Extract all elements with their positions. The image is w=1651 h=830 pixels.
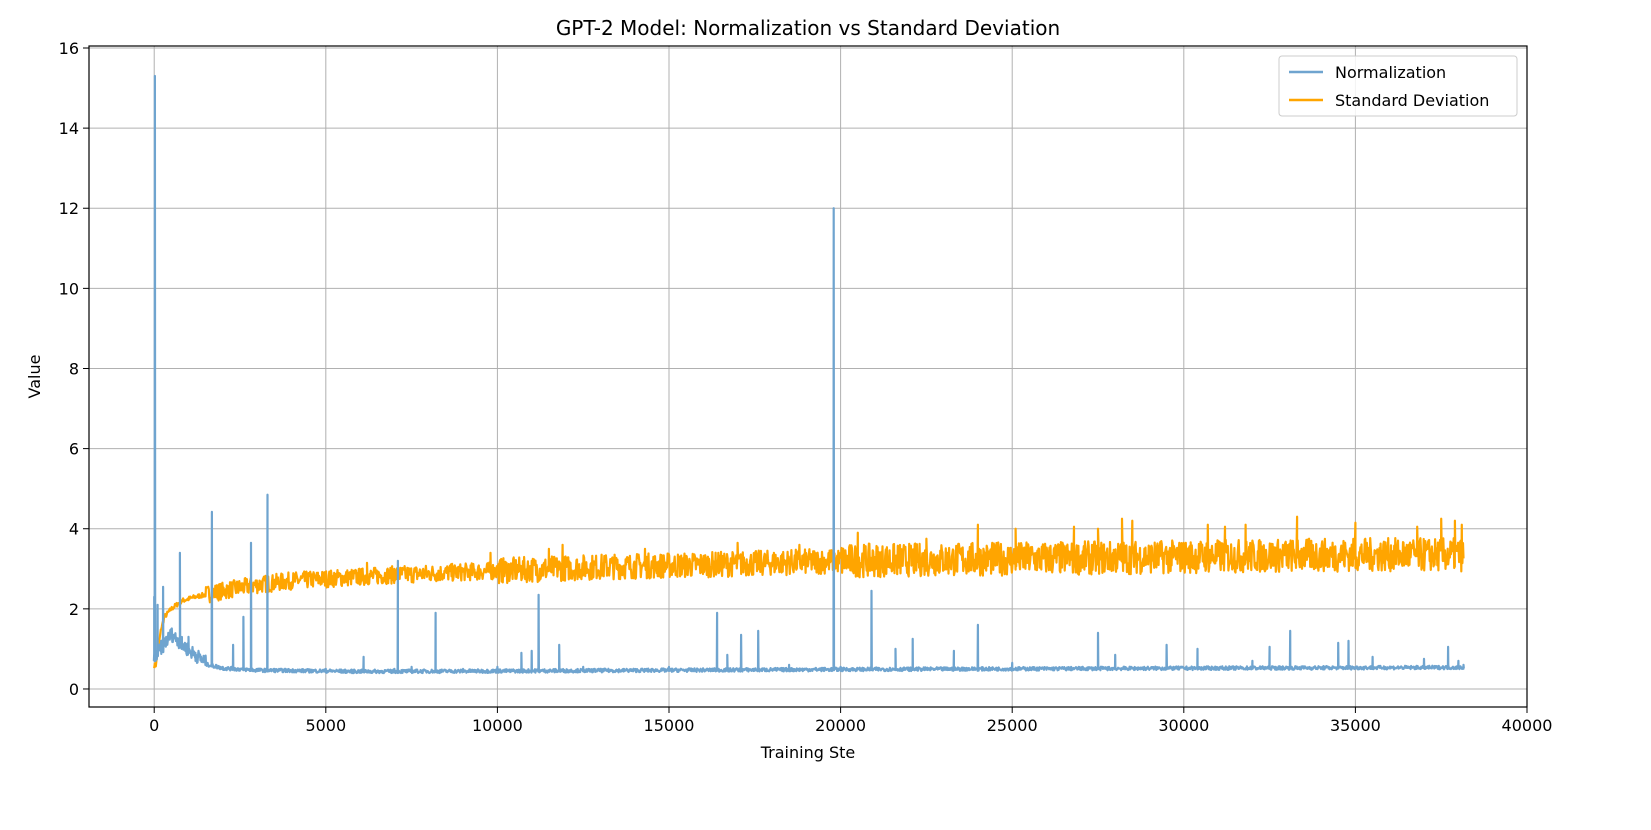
y-tick-label: 2 <box>69 600 79 619</box>
y-tick-label: 10 <box>59 279 79 298</box>
series-lines <box>152 74 1465 675</box>
y-tick-label: 16 <box>59 39 79 58</box>
y-tick-label: 4 <box>69 520 79 539</box>
chart-title: GPT-2 Model: Normalization vs Standard D… <box>556 16 1060 40</box>
y-tick-label: 12 <box>59 199 79 218</box>
series-line-standard-deviation <box>153 515 1465 669</box>
x-tick-label: 10000 <box>472 716 523 735</box>
x-axis-ticks: 0 5000 10000 15000 20000 25000 30000 35000 40000 <box>149 707 1552 735</box>
x-tick-label: 40000 <box>1502 716 1553 735</box>
legend-label-normalization: Normalization <box>1335 63 1446 82</box>
y-tick-label: 0 <box>69 680 79 699</box>
y-axis-ticks: 0 2 4 6 8 10 12 14 16 <box>59 39 89 699</box>
gridlines <box>89 46 1528 707</box>
x-tick-label: 20000 <box>815 716 866 735</box>
x-axis-label: Training Ste <box>760 743 856 762</box>
legend-label-standard-deviation: Standard Deviation <box>1335 91 1489 110</box>
x-tick-label: 25000 <box>987 716 1038 735</box>
y-tick-label: 8 <box>69 359 79 378</box>
y-tick-label: 14 <box>59 119 79 138</box>
plot-frame <box>88 45 1528 708</box>
y-axis-label: Value <box>25 355 44 399</box>
x-tick-label: 5000 <box>305 716 346 735</box>
x-tick-label: 30000 <box>1158 716 1209 735</box>
x-tick-label: 15000 <box>644 716 695 735</box>
legend: Normalization Standard Deviation <box>1278 55 1518 117</box>
legend-box <box>1278 55 1518 117</box>
x-tick-label: 35000 <box>1330 716 1381 735</box>
y-tick-label: 6 <box>69 440 79 459</box>
x-tick-label: 0 <box>149 716 159 735</box>
series-line-normalization <box>152 74 1465 675</box>
